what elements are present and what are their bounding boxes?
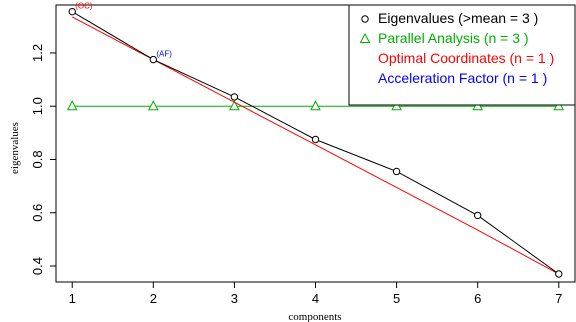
data-point <box>311 135 320 144</box>
data-point <box>229 100 240 111</box>
y-tick-label: 1.0 <box>30 97 45 115</box>
x-tick-label: 5 <box>393 291 400 306</box>
y-tick-label: 0.8 <box>30 150 45 168</box>
point-annotation: (OC) <box>75 2 93 11</box>
legend-label: Parallel Analysis (n = 3 ) <box>378 30 529 46</box>
data-point <box>555 270 563 278</box>
legend-label: Acceleration Factor (n = 1 ) <box>378 70 547 86</box>
annotation-layer: (OC) (AF) <box>75 2 172 59</box>
legend-marker <box>359 32 371 43</box>
y-axis-label: eigenvalues <box>9 122 21 174</box>
data-point <box>473 211 482 220</box>
y-tick-label: 0.6 <box>30 204 45 222</box>
x-tick-label: 6 <box>474 291 481 306</box>
legend-label: Eigenvalues (>mean = 3 ) <box>378 10 538 26</box>
data-point <box>68 7 76 16</box>
plot-axes: 1 2 3 4 5 6 7 0.4 0.6 0.8 1.0 1.2 <box>30 4 576 306</box>
y-tick-label: 0.4 <box>30 257 45 275</box>
legend-box <box>348 4 576 106</box>
x-tick-label: 7 <box>555 291 562 306</box>
point-annotation: (AF) <box>156 50 172 59</box>
x-tick-label: 2 <box>150 291 157 306</box>
x-tick-label: 4 <box>312 291 319 306</box>
y-tick-label: 1.2 <box>30 44 45 62</box>
legend-marker <box>361 15 369 23</box>
x-tick-label: 1 <box>69 291 76 306</box>
legend-label: Optimal Coordinates (n = 1 ) <box>378 50 554 66</box>
x-axis-label: components <box>288 311 341 322</box>
data-point <box>230 93 239 101</box>
data-point <box>149 55 158 64</box>
data-point <box>147 100 159 111</box>
data-point <box>66 100 78 111</box>
legend: Eigenvalues (>mean = 3 ) Parallel Analysi… <box>348 4 576 106</box>
x-tick-label: 3 <box>231 291 238 306</box>
data-point <box>310 100 321 111</box>
data-point <box>392 167 401 176</box>
